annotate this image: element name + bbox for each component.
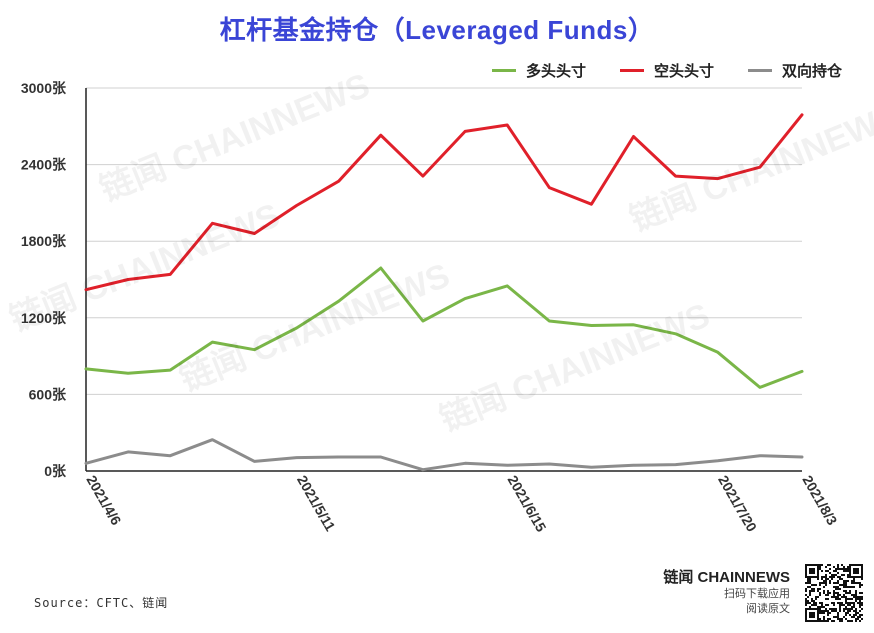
brand-block: 链闻 CHAINNEWS 扫码下载应用 阅读原文 (660, 566, 790, 617)
chart-title: 杠杆基金持仓（Leveraged Funds） (219, 15, 655, 45)
legend-item-long: 多头头寸 (491, 60, 586, 81)
x-tick-label: 2021/6/15 (505, 473, 550, 535)
series-line-0 (84, 266, 804, 389)
y-tick-label: 1200张 (21, 310, 67, 326)
brand-line-2: 阅读原文 (746, 603, 790, 615)
brand-line-1: 扫码下载应用 (724, 588, 790, 600)
y-tick-label: 3000张 (21, 80, 67, 96)
series-line-1 (84, 113, 804, 292)
x-tick-label: 2021/8/3 (799, 473, 840, 528)
x-tick-label: 2021/5/11 (294, 473, 339, 534)
legend-swatch-spread (747, 69, 772, 72)
legend-swatch-short (619, 69, 644, 72)
legend-label-spread: 双向持仓 (781, 63, 842, 80)
brand-name: 链闻 CHAINNEWS (663, 569, 790, 586)
legend: 多头头寸 空头头寸 双向持仓 (491, 60, 842, 81)
legend-item-spread: 双向持仓 (747, 60, 842, 81)
legend-item-short: 空头头寸 (619, 60, 714, 81)
y-tick-label: 0张 (44, 463, 67, 479)
qr-code-icon (805, 564, 863, 622)
legend-label-long: 多头头寸 (525, 63, 586, 80)
y-tick-label: 1800张 (21, 233, 67, 249)
series-line-2 (84, 438, 804, 472)
legend-swatch-long (491, 69, 516, 72)
y-tick-label: 2400张 (21, 157, 67, 173)
legend-label-short: 空头头寸 (653, 63, 714, 80)
source-note: Source：CFTC、链闻 (34, 596, 169, 610)
y-tick-label: 600张 (29, 386, 67, 402)
x-tick-label: 2021/7/20 (715, 473, 760, 535)
x-tick-label: 2021/4/6 (83, 473, 124, 528)
